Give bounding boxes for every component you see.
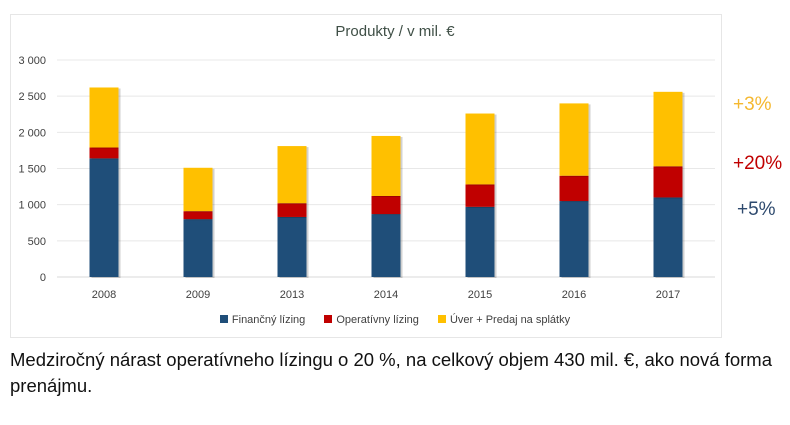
bar-segment-2015-0 (465, 206, 495, 277)
x-tick-label: 2016 (562, 289, 586, 301)
legend-item-financny: Finančný lízing (219, 314, 306, 326)
bar-segment-2014-1 (371, 195, 401, 215)
legend-label: Úver + Predaj na splátky (449, 314, 571, 326)
growth-annotation-financny: +5% (737, 199, 776, 220)
x-tick-label: 2013 (280, 289, 304, 301)
bar-segment-2009-2 (183, 167, 213, 212)
x-axis-ticks: 2008 2009 2013 2014 2015 2016 2017 (92, 289, 680, 301)
y-tick-label: 2 500 (18, 91, 46, 103)
bar-segment-2008-0 (89, 158, 119, 277)
growth-annotation-operativny: +20% (733, 153, 783, 174)
x-tick-label: 2009 (186, 289, 210, 301)
chart-frame (10, 14, 722, 338)
bar-segment-2009-0 (183, 219, 213, 277)
bar-segment-2017-2 (653, 91, 683, 167)
growth-annotation-uver: +3% (733, 94, 772, 115)
bar-segment-2015-1 (465, 184, 495, 207)
bar-segment-2016-2 (559, 103, 589, 176)
legend-item-operativny: Operatívny lízing (324, 314, 419, 326)
legend-swatch (219, 315, 228, 323)
y-tick-label: 1 500 (18, 164, 46, 176)
y-tick-label: 2 000 (18, 127, 46, 139)
legend-swatch (437, 315, 446, 323)
legend-item-uver: Úver + Predaj na splátky (437, 314, 571, 326)
x-tick-label: 2015 (468, 289, 492, 301)
x-tick-label: 2017 (656, 289, 680, 301)
y-tick-label: 1 000 (18, 200, 46, 212)
x-tick-label: 2014 (374, 289, 398, 301)
chart-title: Produkty / v mil. € (335, 23, 455, 40)
bar-segment-2009-1 (183, 211, 213, 220)
legend-label: Finančný lízing (231, 314, 306, 326)
bar-segment-2013-2 (277, 146, 307, 204)
bar-segment-2016-0 (559, 201, 589, 277)
legend-label: Operatívny lízing (336, 314, 419, 326)
legend: Finančný lízing Operatívny lízing Úver +… (0, 314, 790, 326)
y-axis-ticks: 0 500 1 000 1 500 2 000 2 500 3 000 (18, 55, 46, 284)
bar-segment-2016-1 (559, 175, 589, 202)
bar-segment-2008-2 (89, 87, 119, 148)
bar-segment-2014-2 (371, 135, 401, 196)
bar-segment-2014-0 (371, 214, 401, 277)
bar-segment-2015-2 (465, 113, 495, 185)
bar-segment-2017-0 (653, 197, 683, 277)
caption-text: Medziročný nárast operatívneho lízingu o… (10, 349, 772, 396)
y-tick-label: 500 (28, 236, 46, 248)
x-tick-label: 2008 (92, 289, 116, 301)
bar-segment-2017-1 (653, 166, 683, 198)
bar-segment-2013-1 (277, 203, 307, 217)
legend-swatch (324, 315, 333, 323)
bars (89, 87, 685, 278)
y-tick-label: 0 (40, 272, 46, 284)
bar-segment-2013-0 (277, 216, 307, 277)
bar-segment-2008-1 (89, 147, 119, 159)
y-tick-label: 3 000 (18, 55, 46, 67)
